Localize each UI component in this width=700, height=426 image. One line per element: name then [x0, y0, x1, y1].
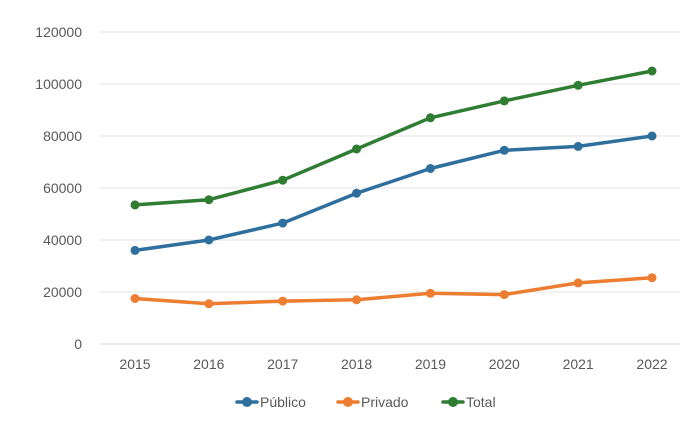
x-tick-label: 2019 — [415, 356, 446, 372]
legend-marker-icon — [242, 397, 252, 407]
series-group — [130, 66, 657, 309]
series-line-privado — [133, 275, 654, 306]
series-privado — [130, 273, 657, 309]
x-tick-label: 2015 — [119, 356, 150, 372]
legend-label: Público — [260, 394, 306, 410]
x-tick-label: 2018 — [341, 356, 372, 372]
data-point — [352, 144, 362, 154]
y-tick-label: 40000 — [43, 232, 82, 248]
data-point — [352, 188, 362, 198]
x-tick-label: 2021 — [563, 356, 594, 372]
legend-marker-icon — [343, 397, 353, 407]
y-tick-label: 20000 — [43, 284, 82, 300]
data-point — [425, 113, 435, 123]
x-tick-label: 2020 — [489, 356, 520, 372]
series-line-publico — [133, 134, 654, 253]
data-point — [647, 66, 657, 76]
data-point — [352, 295, 362, 305]
data-point — [573, 141, 583, 151]
y-tick-label: 0 — [74, 336, 82, 352]
data-point — [130, 245, 140, 255]
data-point — [499, 290, 509, 300]
data-point — [499, 145, 509, 155]
data-point — [425, 164, 435, 173]
data-point — [278, 296, 288, 306]
series-total — [130, 66, 657, 210]
data-point — [573, 278, 583, 288]
data-point — [204, 195, 214, 205]
x-axis-ticks: 2015 2016 2017 2018 2019 2020 2021 2022 — [119, 356, 667, 372]
legend-label: Total — [466, 394, 496, 410]
data-point — [278, 218, 288, 228]
legend-item-publico: Público — [235, 394, 306, 410]
x-tick-label: 2016 — [193, 356, 224, 372]
series-publico — [130, 131, 657, 255]
series-line-total — [133, 69, 654, 207]
legend: Público Privado Total — [235, 394, 496, 410]
data-point — [647, 273, 657, 283]
legend-label: Privado — [361, 394, 409, 410]
data-point — [499, 96, 509, 106]
data-point — [278, 175, 288, 185]
data-point — [425, 288, 435, 298]
data-point — [204, 235, 214, 245]
x-tick-label: 2017 — [267, 356, 298, 372]
y-tick-label: 60000 — [43, 180, 82, 196]
y-tick-label: 100000 — [35, 76, 82, 92]
legend-item-total: Total — [441, 394, 496, 410]
data-point — [130, 200, 140, 210]
y-tick-label: 80000 — [43, 128, 82, 144]
legend-marker-icon — [448, 397, 458, 407]
data-point — [130, 294, 140, 303]
x-tick-label: 2022 — [636, 356, 667, 372]
data-point — [647, 131, 657, 141]
legend-item-privado: Privado — [336, 394, 409, 410]
y-tick-label: 120000 — [35, 24, 82, 40]
y-axis-ticks: 0 20000 40000 60000 80000 100000 120000 — [35, 24, 82, 352]
data-point — [573, 80, 583, 90]
data-point — [204, 299, 214, 309]
